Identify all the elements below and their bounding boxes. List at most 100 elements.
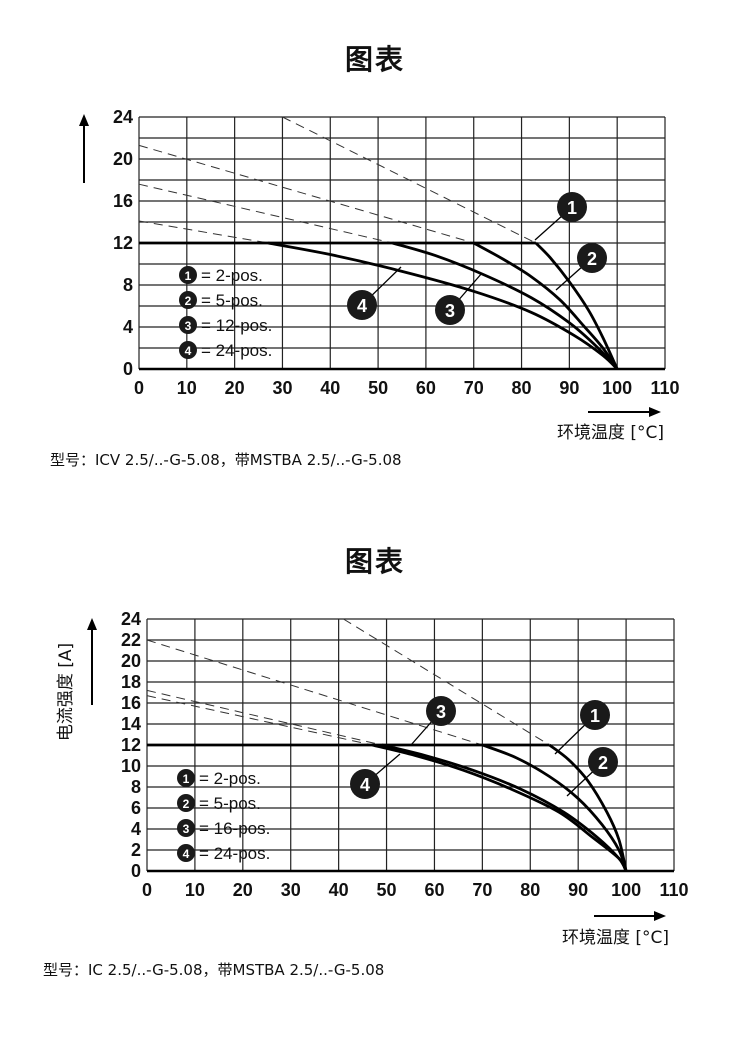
- legend-number: 4: [185, 344, 192, 358]
- y-tick-label: 16: [121, 693, 141, 713]
- legend-badge: [177, 844, 195, 862]
- x-tick-label: 50: [368, 378, 388, 398]
- y-tick-label: 16: [113, 191, 133, 211]
- y-tick-label: 20: [121, 651, 141, 671]
- y-tick-label: 8: [131, 777, 141, 797]
- y-axis-arrow-head: [87, 618, 97, 630]
- x-tick-label: 70: [464, 378, 484, 398]
- x-tick-label: 40: [320, 378, 340, 398]
- legend-number: 1: [183, 772, 190, 786]
- series-line-2-pos: [548, 743, 628, 872]
- chart-title: 图表: [344, 43, 405, 76]
- legend-label: = 5-pos.: [201, 291, 263, 310]
- marker-badge: [435, 295, 465, 325]
- legend-label: = 2-pos.: [201, 266, 263, 285]
- legend: 1 = 2-pos. 2 = 5-pos. 3 = 12-pos. 4 = 24-pos.: [179, 266, 272, 360]
- x-tick-label: 60: [416, 378, 436, 398]
- derating-chart-icv: 图表 0 10 20 30 40 50 60 70 80 90 100 110 0 4 8 12 16 20 24 环…: [0, 0, 750, 500]
- legend-badge: [177, 794, 195, 812]
- legend-badge: [177, 819, 195, 837]
- x-tick-label: 10: [177, 378, 197, 398]
- legend-label: = 24-pos.: [201, 341, 272, 360]
- marker-badge: [588, 747, 618, 777]
- x-tick-label: 100: [602, 378, 632, 398]
- x-tick-label: 70: [472, 880, 492, 900]
- series-line-24-pos: [371, 743, 628, 872]
- y-tick-label: 0: [131, 861, 141, 881]
- x-tick-label: 40: [329, 880, 349, 900]
- x-tick-label: 80: [512, 378, 532, 398]
- marker-badge: [580, 700, 610, 730]
- legend-number: 1: [185, 269, 192, 283]
- legend-label: = 24-pos.: [199, 844, 270, 863]
- y-tick-label: 12: [113, 233, 133, 253]
- marker-badge: [426, 696, 456, 726]
- x-tick-label: 110: [659, 880, 688, 900]
- legend-number: 3: [183, 822, 190, 836]
- legend-badge: [179, 291, 197, 309]
- x-tick-label: 100: [611, 880, 641, 900]
- derating-chart-ic: 图表 0 10 20 30 40 50 60 70 80 90 100 110 0 2 4 6 8 10 12 14 1…: [0, 500, 750, 1047]
- legend-number: 2: [185, 294, 192, 308]
- marker-number: 3: [445, 301, 455, 321]
- chart-title: 图表: [344, 545, 405, 578]
- grid: [138, 116, 666, 370]
- x-tick-label: 110: [650, 378, 679, 398]
- x-axis-title: 环境温度 [°C]: [562, 928, 669, 948]
- marker-number: 3: [436, 702, 446, 722]
- y-tick-label: 20: [113, 149, 133, 169]
- reference-dashed-line: [343, 618, 550, 746]
- x-tick-label: 20: [225, 378, 245, 398]
- legend-number: 2: [183, 797, 190, 811]
- y-tick-label: 4: [131, 819, 141, 839]
- series-line-5-pos: [481, 743, 628, 872]
- reference-dashed-line: [138, 183, 393, 244]
- x-tick-label: 90: [559, 378, 579, 398]
- marker-number: 4: [357, 296, 367, 316]
- y-axis-title: 电流强度 [A]: [56, 643, 76, 741]
- y-tick-label: 22: [121, 630, 141, 650]
- legend-number: 4: [183, 847, 190, 861]
- legend-label: = 5-pos.: [199, 794, 261, 813]
- model-caption: 型号：ICV 2.5/..-G-5.08，带MSTBA 2.5/..-G-5.0…: [50, 451, 402, 469]
- reference-dashed-line: [138, 144, 474, 244]
- legend-badge: [179, 316, 197, 334]
- x-axis-arrow-head: [654, 911, 666, 921]
- legend-badge: [179, 266, 197, 284]
- x-tick-label: 80: [520, 880, 540, 900]
- legend-label: = 2-pos.: [199, 769, 261, 788]
- y-tick-label: 8: [123, 275, 133, 295]
- marker-number: 2: [598, 753, 608, 773]
- reference-dashed-line: [146, 695, 373, 746]
- x-tick-label: 0: [142, 880, 152, 900]
- reference-dashed-line: [138, 220, 269, 244]
- legend-label: = 16-pos.: [199, 819, 270, 838]
- x-tick-label: 30: [272, 378, 292, 398]
- series-line-12-pos: [392, 241, 619, 370]
- y-tick-label: 18: [121, 672, 141, 692]
- chart-canvas: 0 10 20 30 40 50 60 70 80 90 100 11004812162024环境温度…: [79, 107, 680, 443]
- x-axis-arrow-head: [649, 407, 661, 417]
- x-tick-label: 10: [185, 880, 205, 900]
- y-tick-label: 6: [131, 798, 141, 818]
- marker-number: 2: [587, 249, 597, 269]
- legend: 1 = 2-pos. 2 = 5-pos. 3 = 16-pos. 4 = 24-pos.: [177, 769, 270, 863]
- marker-badge: [557, 192, 587, 222]
- model-caption: 型号：IC 2.5/..-G-5.08，带MSTBA 2.5/..-G-5.08: [43, 961, 385, 979]
- x-axis-title: 环境温度 [°C]: [557, 423, 664, 443]
- y-tick-label: 12: [121, 735, 141, 755]
- marker-badge: [577, 243, 607, 273]
- y-tick-label: 4: [123, 317, 133, 337]
- x-tick-label: 30: [281, 880, 301, 900]
- marker-number: 1: [590, 706, 600, 726]
- y-tick-label: 24: [121, 609, 141, 629]
- x-tick-label: 0: [134, 378, 144, 398]
- marker-number: 4: [360, 775, 370, 795]
- legend-number: 3: [185, 319, 192, 333]
- x-tick-label: 60: [424, 880, 444, 900]
- y-tick-label: 0: [123, 359, 133, 379]
- y-tick-label: 10: [121, 756, 141, 776]
- y-tick-label: 24: [113, 107, 133, 127]
- series-line-2-pos: [534, 242, 619, 370]
- x-tick-label: 50: [377, 880, 397, 900]
